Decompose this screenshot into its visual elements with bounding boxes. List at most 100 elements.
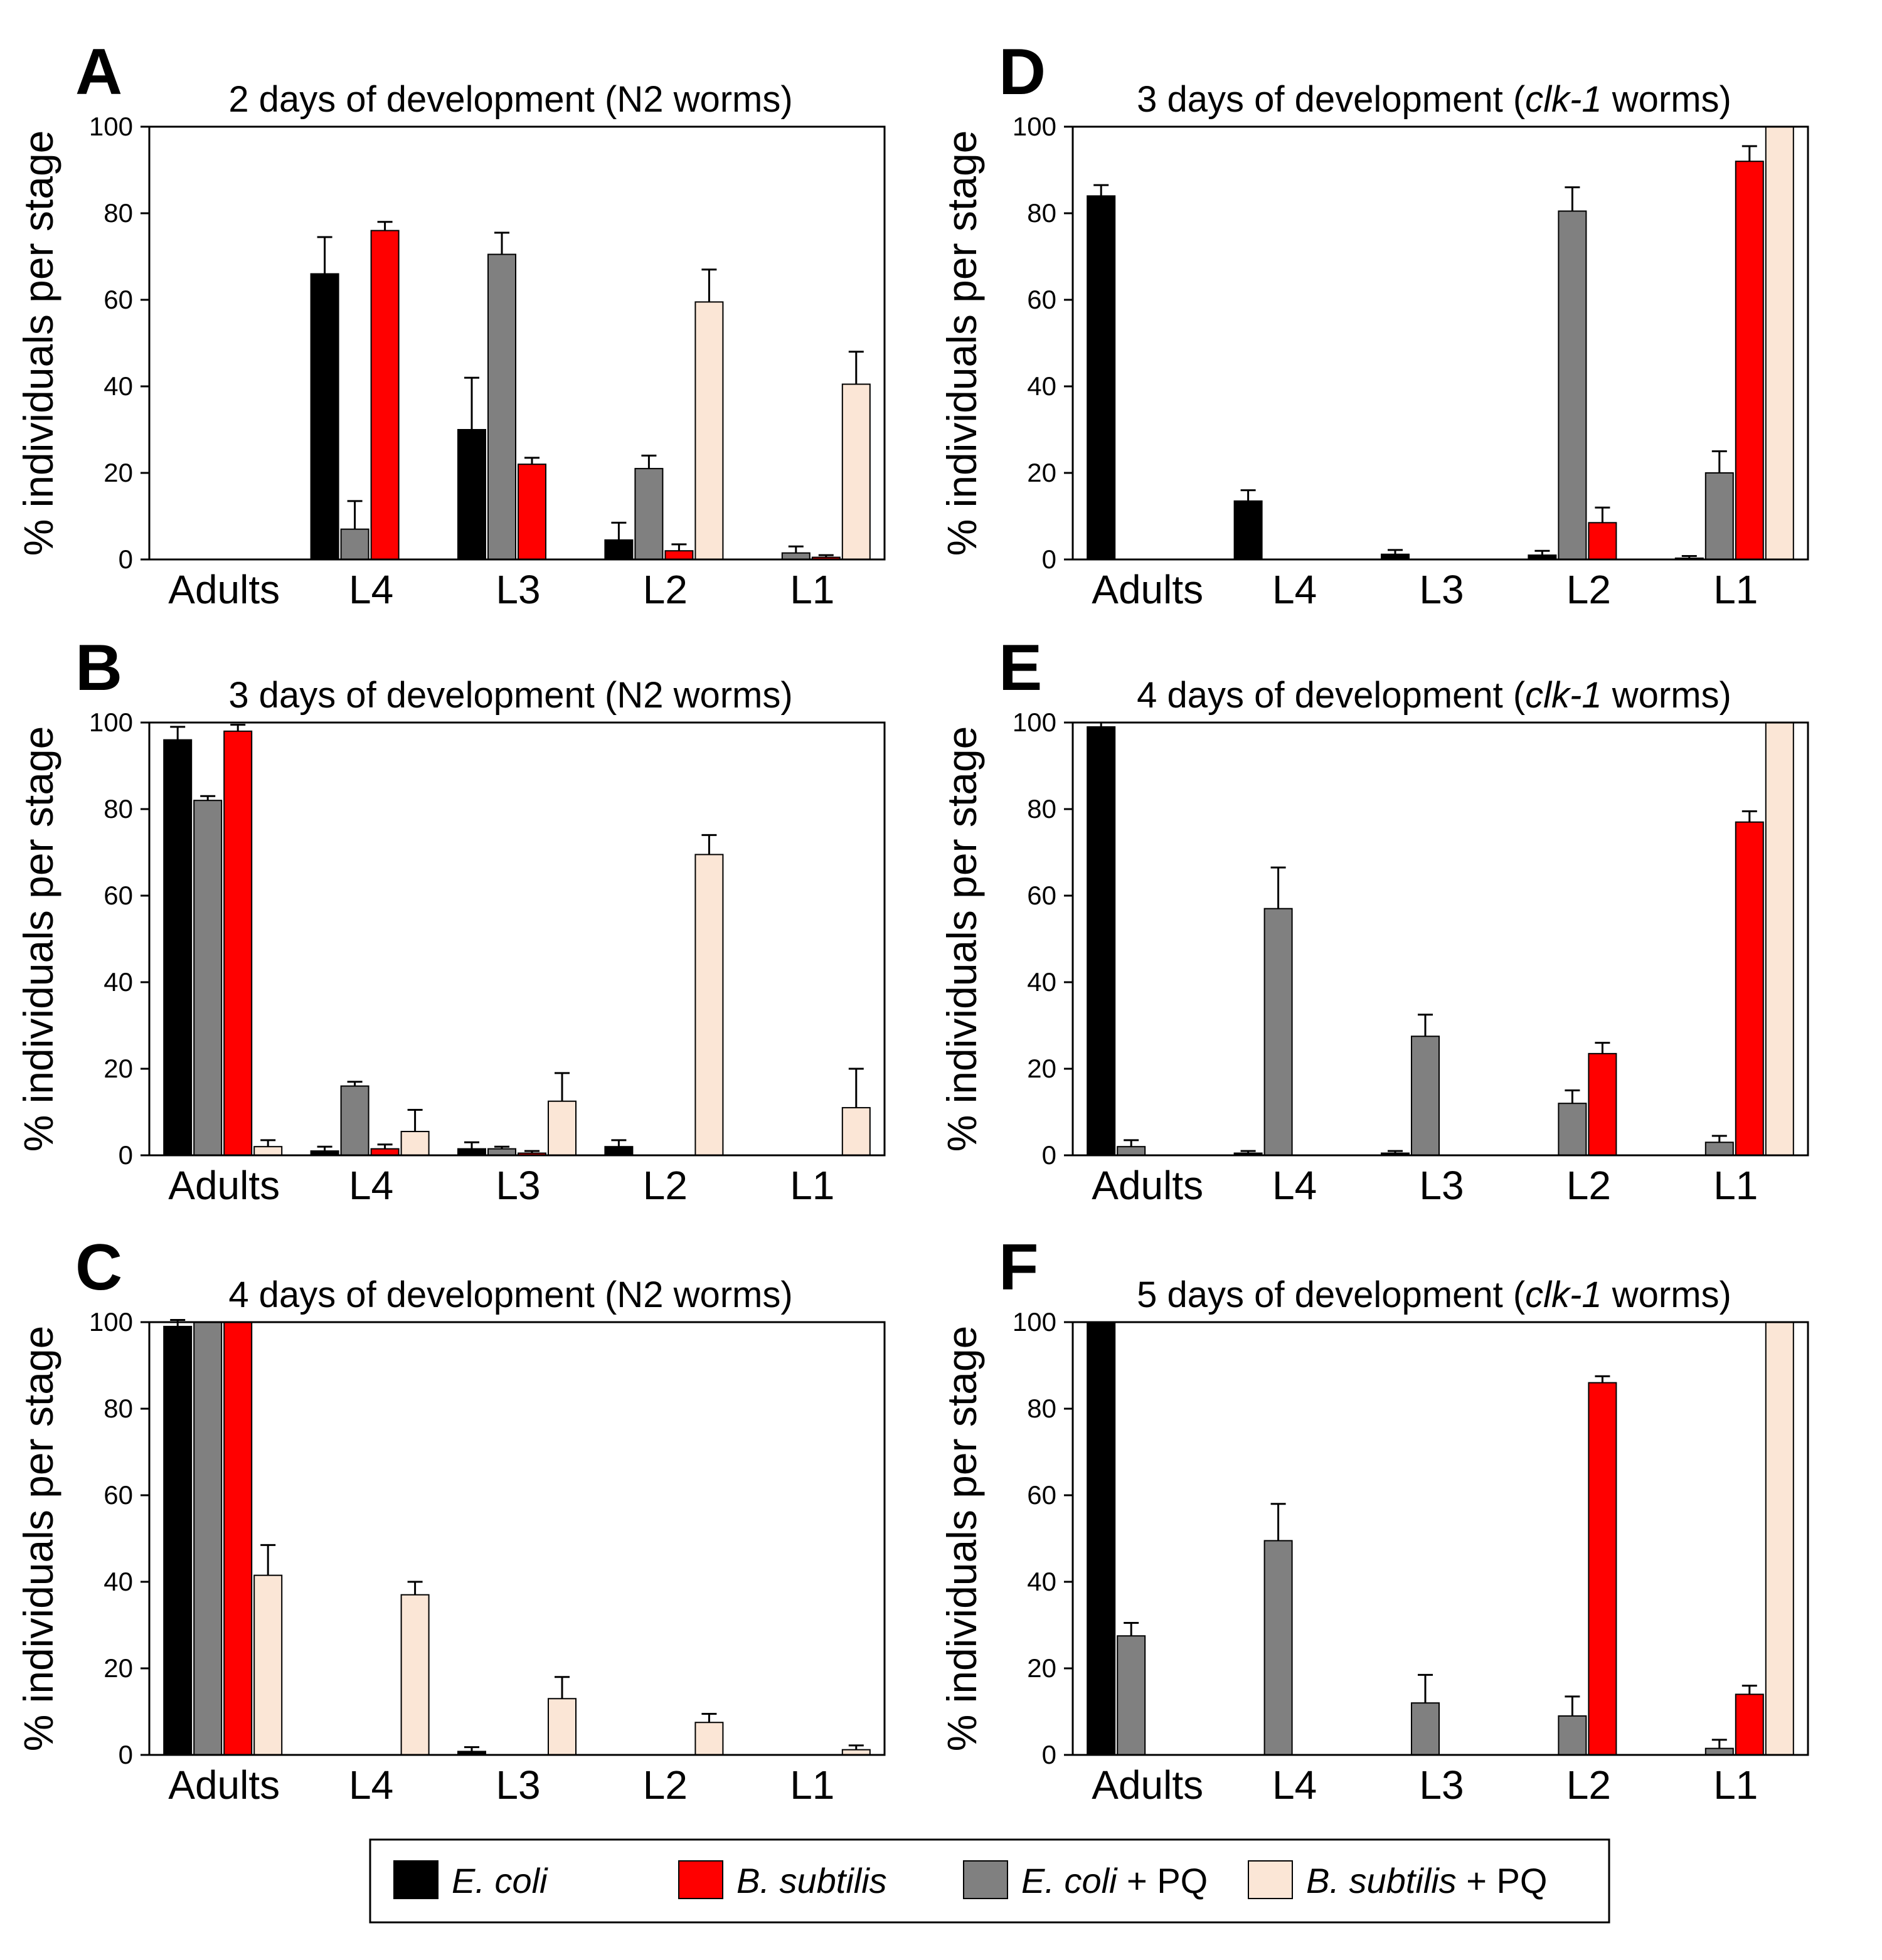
y-axis-label: % individuals per stage — [938, 1326, 985, 1752]
panel-a: A 2 days of development (N2 worms) % indiv… — [15, 36, 886, 612]
bar — [163, 1325, 193, 1756]
bar — [694, 301, 724, 560]
bar — [1765, 722, 1794, 1156]
bar — [1558, 1103, 1587, 1156]
y-axis-label: % individuals per stage — [15, 130, 61, 556]
x-tick-label: Adults — [1092, 1163, 1203, 1208]
chart-title-part: 4 days of development (N2 worms) — [228, 1274, 792, 1315]
bar — [400, 1131, 430, 1157]
x-tick-label: L4 — [349, 1762, 393, 1808]
chart-title: 4 days of development (N2 worms) — [228, 1274, 792, 1315]
y-tick-label: 60 — [104, 881, 133, 910]
panel-letter: A — [75, 36, 122, 109]
y-tick-label: 40 — [1027, 1567, 1056, 1596]
chart-title-part: 2 days of development (N2 worms) — [228, 79, 792, 120]
bar — [1558, 1715, 1587, 1756]
x-tick-label: L1 — [1713, 567, 1758, 612]
x-tick-label: L1 — [1713, 1762, 1758, 1808]
chart-title-part: 4 days of development ( — [1137, 675, 1525, 716]
x-tick-label: L3 — [1419, 1762, 1464, 1808]
bar — [370, 1148, 400, 1157]
bar — [223, 1322, 253, 1756]
plot-frame — [1071, 721, 1809, 1157]
bar — [548, 1100, 577, 1156]
bar — [487, 253, 516, 560]
panel-f: F 5 days of development (clk-1 worms) % in… — [938, 1231, 1809, 1808]
panel-letter: F — [999, 1231, 1039, 1304]
y-tick-label: 40 — [104, 1567, 133, 1596]
x-tick-label: Adults — [1092, 1762, 1203, 1808]
bar — [1558, 210, 1587, 560]
panel-letter: B — [75, 632, 122, 704]
y-tick-label: 40 — [104, 967, 133, 997]
panel-b: B 3 days of development (N2 worms) % indiv… — [15, 632, 886, 1208]
chart-title-part: worms) — [1602, 675, 1731, 716]
x-tick-label: L4 — [1272, 567, 1317, 612]
x-tick-label: L3 — [496, 567, 540, 612]
y-tick-label: 80 — [104, 198, 133, 228]
x-tick-label: L3 — [496, 1163, 540, 1208]
chart-title-part: 5 days of development ( — [1137, 1274, 1525, 1315]
y-tick-label: 60 — [1027, 285, 1056, 314]
x-tick-label: L1 — [790, 1163, 834, 1208]
legend-swatch — [678, 1860, 723, 1899]
y-tick-label: 0 — [119, 1740, 133, 1769]
bar — [1087, 726, 1116, 1156]
bar — [1588, 1382, 1617, 1756]
x-tick-label: L1 — [790, 567, 834, 612]
panel-e: E 4 days of development (clk-1 worms) % in… — [938, 632, 1809, 1208]
bar — [1704, 472, 1734, 560]
panel-letter: C — [75, 1231, 122, 1304]
bar — [1765, 126, 1794, 560]
x-tick-label: L2 — [643, 567, 688, 612]
y-tick-label: 80 — [104, 1394, 133, 1423]
x-tick-label: L1 — [1713, 1163, 1758, 1208]
x-tick-label: L3 — [496, 1762, 540, 1808]
y-axis-label: % individuals per stage — [938, 130, 985, 556]
panel-c: C 4 days of development (N2 worms) % indiv… — [15, 1231, 886, 1808]
legend: E. coli B. subtilis E. coli + PQ B. subtili… — [369, 1838, 1610, 1924]
bar — [1263, 908, 1293, 1156]
y-tick-label: 80 — [1027, 794, 1056, 824]
chart-title-part: 3 days of development (N2 worms) — [228, 675, 792, 716]
legend-label-part: E. coli — [452, 1861, 548, 1900]
y-axis-label: % individuals per stage — [15, 1326, 61, 1752]
bar — [1117, 1146, 1146, 1156]
legend-label-part: B. subtilis — [1306, 1861, 1457, 1900]
bar — [1087, 195, 1116, 560]
x-tick-label: L1 — [790, 1762, 834, 1808]
bar — [604, 1146, 634, 1156]
y-tick-label: 0 — [1042, 544, 1056, 574]
bar — [400, 1594, 430, 1756]
plot-frame — [148, 125, 886, 561]
bar — [781, 552, 811, 561]
chart-title-part: 3 days of development ( — [1137, 79, 1525, 120]
bar — [1087, 1322, 1116, 1756]
y-tick-label: 80 — [104, 794, 133, 824]
x-tick-label: L2 — [1566, 1163, 1611, 1208]
x-tick-label: L2 — [1566, 567, 1611, 612]
bar — [1704, 1142, 1734, 1157]
bar — [1735, 1693, 1764, 1756]
chart-title: 5 days of development (clk-1 worms) — [1137, 1274, 1731, 1315]
bar — [223, 730, 253, 1157]
x-tick-label: L2 — [643, 1762, 688, 1808]
y-tick-label: 20 — [104, 1653, 133, 1683]
chart-title-part: worms) — [1602, 79, 1731, 120]
chart-title-part: clk-1 — [1525, 1274, 1602, 1315]
bar — [1765, 1322, 1794, 1756]
y-tick-label: 100 — [89, 707, 133, 737]
y-tick-label: 0 — [119, 1140, 133, 1170]
bar — [604, 539, 634, 561]
bar — [340, 1085, 369, 1156]
plot-frame — [148, 1321, 886, 1756]
legend-label: E. coli — [452, 1861, 548, 1900]
x-tick-label: Adults — [168, 1163, 280, 1208]
x-tick-label: L4 — [1272, 1762, 1317, 1808]
y-tick-label: 40 — [1027, 371, 1056, 401]
chart-title: 4 days of development (clk-1 worms) — [1137, 675, 1731, 716]
x-tick-label: Adults — [168, 567, 280, 612]
y-axis-label: % individuals per stage — [15, 726, 61, 1152]
chart-title: 2 days of development (N2 worms) — [228, 79, 792, 120]
